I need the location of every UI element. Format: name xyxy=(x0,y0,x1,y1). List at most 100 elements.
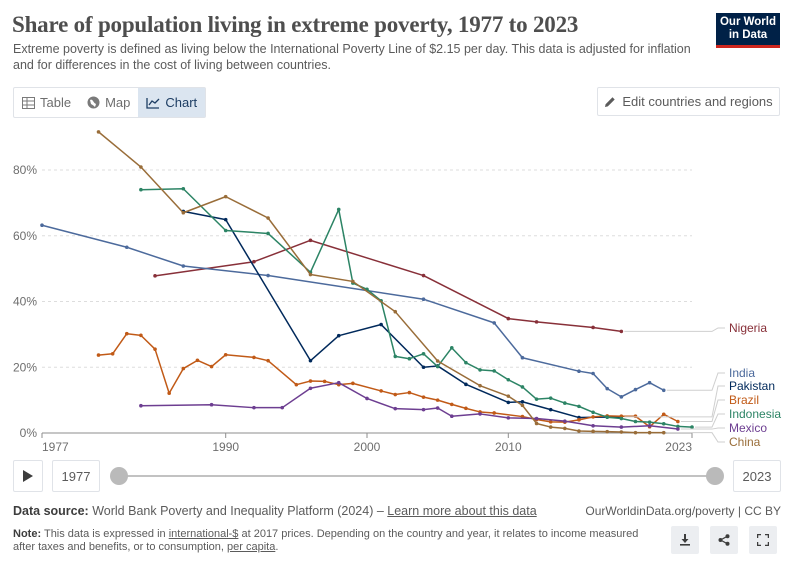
india-point xyxy=(619,395,624,399)
nigeria-point xyxy=(153,274,157,278)
china-point xyxy=(605,429,610,434)
china-point xyxy=(520,403,525,408)
mexico-point xyxy=(336,380,341,385)
download-button[interactable] xyxy=(671,526,699,554)
nigeria-label-connector xyxy=(624,327,725,332)
indonesia-point xyxy=(421,351,426,356)
fullscreen-button[interactable] xyxy=(749,526,777,554)
logo-accent-bar xyxy=(716,45,780,48)
china-point xyxy=(223,194,228,199)
indonesia-point xyxy=(563,401,567,405)
mexico-point xyxy=(365,396,369,401)
timeline-track[interactable] xyxy=(118,475,716,477)
brazil-point xyxy=(379,389,383,393)
brazil-point xyxy=(421,395,426,399)
mexico-point xyxy=(435,406,440,410)
x-tick-label: 1990 xyxy=(212,440,239,454)
china-point xyxy=(308,272,313,277)
learn-more-link[interactable]: Learn more about this data xyxy=(387,504,537,518)
indonesia-point xyxy=(478,368,482,372)
mexico-point xyxy=(506,416,511,420)
indonesia-point xyxy=(619,416,624,421)
india-point xyxy=(605,386,610,391)
india-point xyxy=(591,371,595,376)
indonesia-line xyxy=(140,187,693,428)
china-point xyxy=(96,130,101,134)
indonesia-label: Indonesia xyxy=(729,407,781,421)
brazil-point xyxy=(223,352,228,357)
timeline-end-year[interactable]: 2023 xyxy=(733,460,781,492)
pakistan-point xyxy=(548,407,553,412)
india-point xyxy=(421,297,426,301)
china-point xyxy=(577,429,581,433)
india-label-connector xyxy=(666,372,725,391)
brazil-point xyxy=(181,366,186,371)
tab-chart[interactable]: Chart xyxy=(138,88,206,117)
y-tick-label: 40% xyxy=(13,295,37,309)
brazil-point xyxy=(110,351,115,356)
brazil-point xyxy=(308,379,313,383)
tab-map[interactable]: Map xyxy=(79,88,138,117)
pakistan-point xyxy=(336,333,341,338)
brazil-point xyxy=(633,414,638,419)
edit-countries-label: Edit countries and regions xyxy=(622,94,773,109)
x-tick-label: 1977 xyxy=(42,440,69,454)
indonesia-label-connector xyxy=(695,413,725,428)
international-dollar-link[interactable]: international-$ xyxy=(168,528,239,540)
owid-logo[interactable]: Our World in Data xyxy=(716,13,780,48)
indonesia-point xyxy=(534,397,539,401)
edit-countries-button[interactable]: Edit countries and regions xyxy=(597,87,780,116)
note-text-2: at 2017 prices. Depending on the country… xyxy=(13,528,639,553)
china-point xyxy=(393,309,398,314)
nigeria-point xyxy=(252,259,256,264)
play-button[interactable] xyxy=(13,460,43,492)
note: Note: This data is expressed in internat… xyxy=(13,528,653,554)
brazil-label: Brazil xyxy=(729,393,759,407)
mexico-point xyxy=(478,412,482,416)
table-icon xyxy=(22,96,35,109)
data-source: Data source: World Bank Poverty and Ineq… xyxy=(13,504,537,518)
india-point xyxy=(492,321,496,325)
tab-map-label: Map xyxy=(105,95,131,110)
brazil-point xyxy=(294,382,299,387)
y-tick-label: 20% xyxy=(13,360,37,374)
mexico-point xyxy=(563,419,567,423)
mexico-point xyxy=(280,405,285,410)
timeline-start-handle[interactable] xyxy=(110,467,128,485)
per-capita-link[interactable]: per capita xyxy=(227,541,276,553)
china-point xyxy=(647,430,652,435)
brazil-point xyxy=(393,392,398,397)
china-point xyxy=(548,425,553,429)
pencil-icon xyxy=(605,96,616,107)
indonesia-point xyxy=(266,231,270,236)
tab-table-label: Table xyxy=(40,95,72,110)
indonesia-point xyxy=(181,186,186,191)
indonesia-point xyxy=(548,396,553,400)
view-tabs: Table Map Chart xyxy=(13,87,207,118)
fullscreen-icon xyxy=(757,534,769,546)
mexico-point xyxy=(209,402,214,407)
globe-icon xyxy=(87,96,100,109)
brazil-point xyxy=(139,333,143,338)
x-tick-label: 2000 xyxy=(354,440,381,454)
brazil-point xyxy=(351,381,355,386)
mexico-point xyxy=(676,427,680,431)
brazil-point xyxy=(449,402,454,407)
mexico-point xyxy=(308,386,313,391)
timeline-end-handle[interactable] xyxy=(706,467,724,485)
india-point xyxy=(40,223,44,228)
brazil-point xyxy=(266,358,270,363)
tab-table[interactable]: Table xyxy=(14,88,79,117)
chart-title: Share of population living in extreme po… xyxy=(12,12,579,37)
timeline-start-year[interactable]: 1977 xyxy=(52,460,100,492)
brazil-point xyxy=(676,419,680,424)
china-point xyxy=(266,216,270,220)
attribution[interactable]: OurWorldinData.org/poverty | CC BY xyxy=(585,504,781,518)
mexico-label: Mexico xyxy=(729,421,767,435)
brazil-point xyxy=(167,391,171,396)
pakistan-label: Pakistan xyxy=(729,379,775,393)
logo-line-1: Our World xyxy=(719,16,776,28)
indonesia-point xyxy=(464,360,468,365)
brazil-point xyxy=(195,358,200,363)
share-button[interactable] xyxy=(710,526,738,554)
